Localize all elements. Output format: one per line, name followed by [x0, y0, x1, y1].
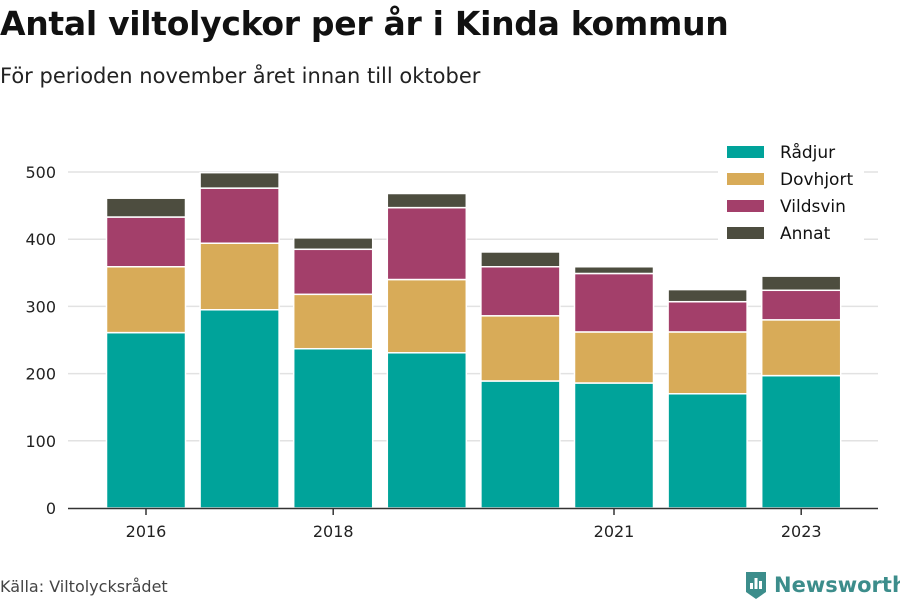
legend-label: Vildsvin	[780, 197, 846, 217]
bar-segment	[667, 288, 748, 303]
bar-segment	[292, 347, 374, 509]
x-tick-label: 2016	[126, 522, 167, 541]
brand-logo: Newsworthy	[744, 569, 900, 601]
x-tick-label: 2021	[594, 522, 635, 541]
legend-swatch	[727, 173, 764, 185]
bar-segment	[386, 206, 468, 281]
legend-label: Rådjur	[780, 142, 835, 163]
y-tick-label: 100	[25, 432, 56, 451]
bar-segment	[199, 187, 280, 244]
bar-segment	[573, 266, 655, 275]
bar-segment	[480, 251, 561, 268]
legend-swatch	[727, 146, 764, 158]
bar-segment	[760, 289, 842, 321]
legend-label: Annat	[780, 224, 831, 244]
bar-segment	[480, 380, 561, 509]
chart-subtitle: För perioden november året innan till ok…	[0, 64, 481, 88]
y-tick-label: 400	[25, 230, 56, 249]
legend-swatch	[727, 227, 764, 239]
source-note: Källa: Viltolycksrådet	[0, 577, 168, 596]
bar-segment	[667, 331, 748, 395]
y-tick-label: 500	[25, 163, 56, 182]
bar-segment	[199, 242, 280, 311]
y-tick-label: 300	[25, 297, 56, 316]
bar-segment	[199, 309, 280, 509]
bar-segment	[573, 272, 655, 333]
brand-name: Newsworthy	[774, 573, 900, 597]
bar-segment	[760, 275, 842, 292]
bar-segment	[573, 382, 655, 509]
y-axis-ticks: 0 100 200 300 400 500	[25, 163, 56, 518]
bar-segment	[386, 352, 468, 509]
x-tick-label: 2023	[781, 522, 822, 541]
bar-segment	[105, 266, 187, 334]
bar-segment	[573, 331, 655, 384]
legend-label: Dovhjort	[780, 170, 853, 190]
bar-segment	[105, 216, 187, 268]
bar-segment	[386, 278, 468, 354]
bar-segment	[760, 374, 842, 509]
bar-segment	[480, 266, 561, 317]
chart-title: Antal viltolyckor per år i Kinda kommun	[0, 4, 729, 43]
newsworthy-logo-icon	[746, 572, 766, 599]
legend-swatch	[727, 200, 764, 212]
bar-segment	[105, 197, 187, 218]
y-tick-label: 0	[46, 499, 56, 518]
bar-segment	[480, 315, 561, 382]
bar-segment	[667, 393, 748, 509]
bar-segment	[199, 171, 280, 189]
x-axis-ticks: 2016 2018 2021 2023	[126, 508, 822, 541]
bar-segment	[292, 237, 374, 251]
bar-segment	[292, 248, 374, 296]
y-tick-label: 200	[25, 365, 56, 384]
x-tick-label: 2018	[313, 522, 354, 541]
bar-segment	[760, 319, 842, 377]
bar-segment	[386, 192, 468, 209]
bar-segment	[667, 300, 748, 333]
bar-segment	[105, 331, 187, 509]
bar-segment	[292, 293, 374, 350]
bars	[68, 171, 878, 510]
legend: Rådjur Dovhjort Vildsvin Annat	[718, 138, 864, 244]
